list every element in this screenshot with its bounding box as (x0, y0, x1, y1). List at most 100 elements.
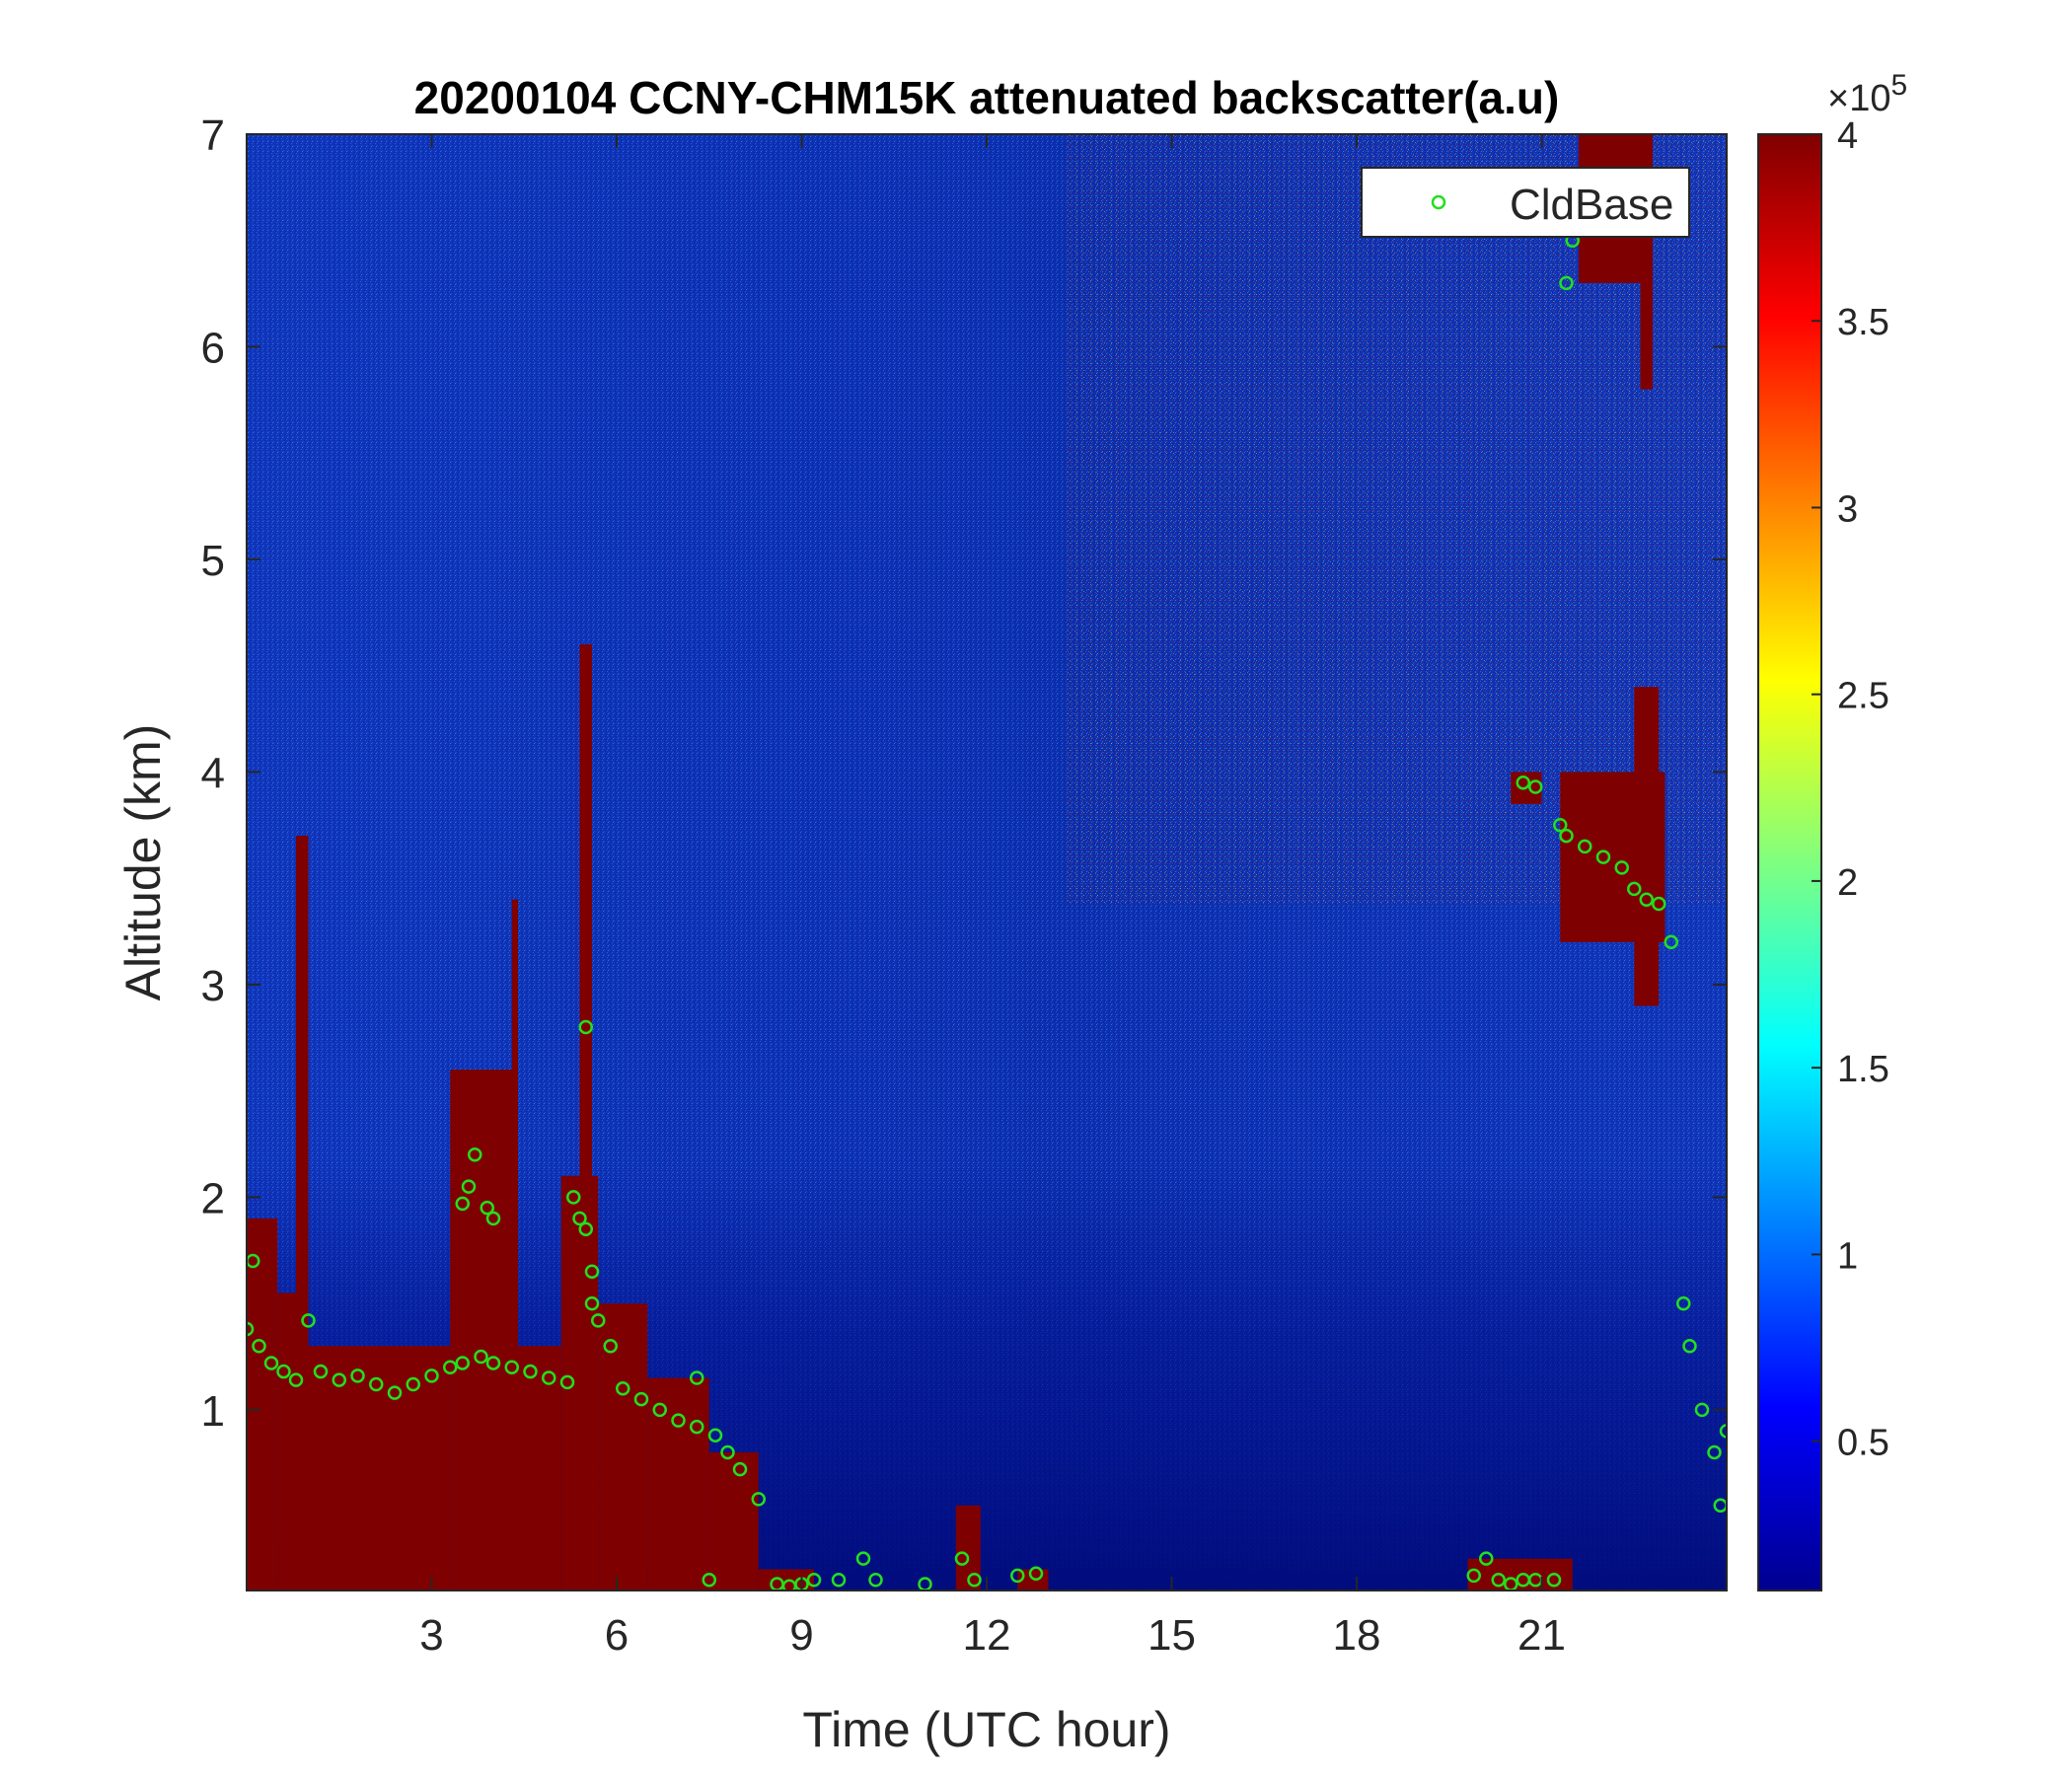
backscatter-feature-4 (450, 1070, 518, 1591)
legend-entry-cldbase: CldBase (1510, 181, 1673, 229)
cldbase-point (406, 1376, 420, 1392)
cldbase-point (702, 1572, 716, 1588)
cldbase-point (1516, 775, 1530, 790)
cldbase-point (1682, 1338, 1697, 1354)
cldbase-point (652, 1402, 667, 1418)
cldbase-point (578, 1221, 593, 1236)
backscatter-feature-8 (511, 899, 518, 1368)
cldbase-point (559, 1374, 575, 1390)
cldbase-point (313, 1364, 329, 1379)
cldbase-point (288, 1372, 304, 1387)
x-axis-label: Time (UTC hour) (802, 1702, 1170, 1757)
cldbase-point (1559, 828, 1574, 844)
cldbase-point (690, 1370, 704, 1385)
cldbase-point (633, 1391, 649, 1407)
plot-area (247, 134, 1727, 1591)
y-tick-label: 3 (201, 962, 225, 1010)
cldbase-point (1479, 1551, 1494, 1566)
x-tick-label: 9 (789, 1611, 813, 1660)
cldbase-point (387, 1385, 403, 1400)
y-axis: 1 2 3 4 5 6 7 (201, 111, 1727, 1436)
cldbase-point (443, 1360, 458, 1375)
x-tick-label: 18 (1333, 1611, 1381, 1660)
cldbase-point (461, 1179, 477, 1194)
cldbase-point (732, 1461, 748, 1477)
cldbase-point (480, 1200, 494, 1216)
colorbar-tick-label: 1.5 (1837, 1049, 1889, 1090)
cldbase-point (1528, 779, 1543, 794)
cldbase-point (1694, 1402, 1710, 1418)
colorbar-tick-label: 2.5 (1837, 676, 1889, 717)
chart-title: 20200104 CCNY-CHM15K attenuated backscat… (414, 72, 1560, 123)
cldbase-point (720, 1444, 735, 1460)
y-tick-label: 2 (201, 1174, 225, 1222)
y-tick-label: 4 (201, 749, 225, 797)
backscatter-feature-0 (247, 1218, 278, 1591)
cldbase-point (455, 1196, 470, 1212)
colorbar-ticks: 0.5 1 1.5 2 2.5 3 3.5 4 (1812, 115, 1889, 1464)
backscatter-feature-7 (579, 644, 592, 1368)
colorbar-tick-label: 3.5 (1837, 302, 1889, 343)
cldbase-point (707, 1428, 723, 1443)
cldbase-point (263, 1356, 279, 1370)
cldbase-point (1028, 1566, 1044, 1582)
cldbase-point (671, 1413, 686, 1428)
legend-marker (1431, 194, 1446, 210)
cldbase-point (1652, 896, 1666, 912)
cldbase-point (690, 1419, 704, 1435)
cldbase-points (247, 233, 1727, 1591)
cldbase-point (967, 1572, 982, 1588)
legend-box (1361, 167, 1690, 238)
cldbase-point (276, 1364, 291, 1379)
cldbase-point (474, 1349, 488, 1365)
colorbar-tick-label: 1 (1837, 1235, 1858, 1277)
x-tick-label: 6 (605, 1611, 629, 1660)
colorbar: 0.5 1 1.5 2 2.5 3 3.5 4 ×105 (1757, 69, 1907, 1591)
backscatter-feature-18 (1634, 687, 1660, 1006)
colorbar-tick-label: 3 (1837, 488, 1858, 530)
colorbar-multiplier: ×105 (1827, 69, 1907, 119)
cldbase-point (1559, 275, 1574, 291)
cldbase-point (1546, 1572, 1562, 1588)
cldbase-point (1553, 818, 1568, 833)
cldbase-point (1578, 839, 1592, 854)
backscatter-feature-10 (647, 1377, 709, 1591)
y-axis-label: Altitude (km) (115, 724, 171, 1001)
x-tick-label: 12 (963, 1611, 1011, 1660)
cldbase-point (584, 1295, 600, 1311)
y-tick-label: 7 (201, 111, 225, 160)
cldbase-point (1010, 1568, 1025, 1584)
cldbase-point (485, 1356, 501, 1370)
cldbase-point (751, 1492, 766, 1507)
colorbar-gradient (1757, 133, 1822, 1591)
y-tick-label: 6 (201, 324, 225, 372)
cldbase-point (566, 1190, 581, 1205)
x-tick-label: 3 (419, 1611, 443, 1660)
cldbase-point (831, 1572, 847, 1588)
cldbase-point (603, 1338, 618, 1354)
cldbase-point (584, 1264, 600, 1280)
cldbase-point (1491, 1572, 1506, 1588)
cldbase-point (523, 1364, 538, 1379)
y-tick-label: 1 (201, 1387, 225, 1436)
legend: CldBase (1361, 167, 1690, 238)
x-tick-label: 15 (1147, 1611, 1196, 1660)
cldbase-point (868, 1572, 883, 1588)
cldbase-point (504, 1360, 519, 1375)
cldbase-point (424, 1369, 439, 1383)
cldbase-point (455, 1356, 470, 1370)
x-tick-label: 21 (1517, 1611, 1566, 1660)
cldbase-point (1595, 850, 1611, 864)
cldbase-point (542, 1370, 556, 1385)
cldbase-point (350, 1369, 365, 1383)
backscatter-feature-11 (708, 1451, 759, 1591)
cldbase-point (369, 1376, 384, 1392)
cldbase-point (806, 1572, 822, 1588)
cldbase-point (572, 1211, 587, 1226)
cldbase-point (1466, 1568, 1481, 1584)
cldbase-point (332, 1372, 346, 1387)
cldbase-point (1676, 1295, 1691, 1311)
cldbase-point (954, 1551, 970, 1566)
cldbase-point (1707, 1444, 1722, 1460)
